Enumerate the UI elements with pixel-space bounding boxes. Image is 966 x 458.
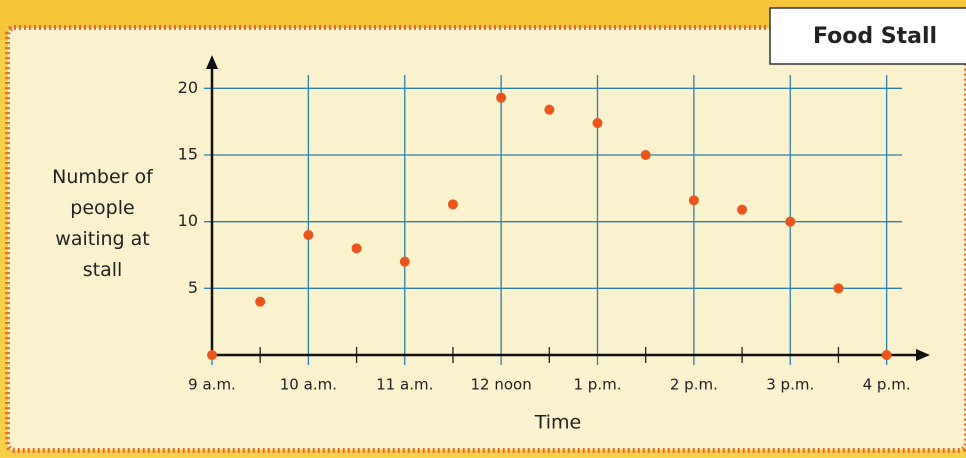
x-axis-label: Time bbox=[534, 412, 582, 434]
point bbox=[881, 350, 892, 360]
point bbox=[207, 350, 217, 360]
y-tick-label: 20 bbox=[178, 78, 198, 97]
x-tick-label: 12 noon bbox=[471, 376, 532, 394]
point bbox=[688, 195, 699, 206]
panel-fill bbox=[10, 30, 964, 448]
point bbox=[255, 296, 266, 307]
point bbox=[785, 216, 796, 227]
y-axis-arrow bbox=[206, 55, 218, 69]
x-tick-label: 9 a.m. bbox=[188, 376, 236, 394]
point bbox=[737, 204, 748, 215]
point bbox=[303, 230, 314, 240]
x-tick-label: 4 p.m. bbox=[863, 376, 911, 394]
x-tick-label: 2 p.m. bbox=[670, 376, 718, 394]
point bbox=[640, 150, 651, 160]
y-tick-label: 10 bbox=[178, 211, 198, 230]
point bbox=[351, 243, 362, 254]
point bbox=[592, 118, 603, 128]
point bbox=[399, 256, 410, 267]
x-tick-label: 11 a.m. bbox=[376, 376, 433, 394]
point bbox=[447, 199, 458, 210]
x-tick-label: 1 p.m. bbox=[574, 376, 622, 394]
point bbox=[496, 92, 507, 103]
x-tick-label: 3 p.m. bbox=[766, 376, 814, 394]
y-tick-label: 15 bbox=[178, 145, 198, 164]
y-tick-label: 5 bbox=[188, 278, 198, 297]
point bbox=[544, 104, 555, 115]
chart-title: Food Stall bbox=[813, 24, 937, 49]
point bbox=[833, 283, 844, 294]
x-tick-label: 10 a.m. bbox=[280, 376, 337, 394]
x-axis-arrow bbox=[916, 349, 930, 361]
title-box bbox=[769, 7, 966, 65]
y-axis-label: Number of people waiting at stall bbox=[52, 166, 153, 281]
